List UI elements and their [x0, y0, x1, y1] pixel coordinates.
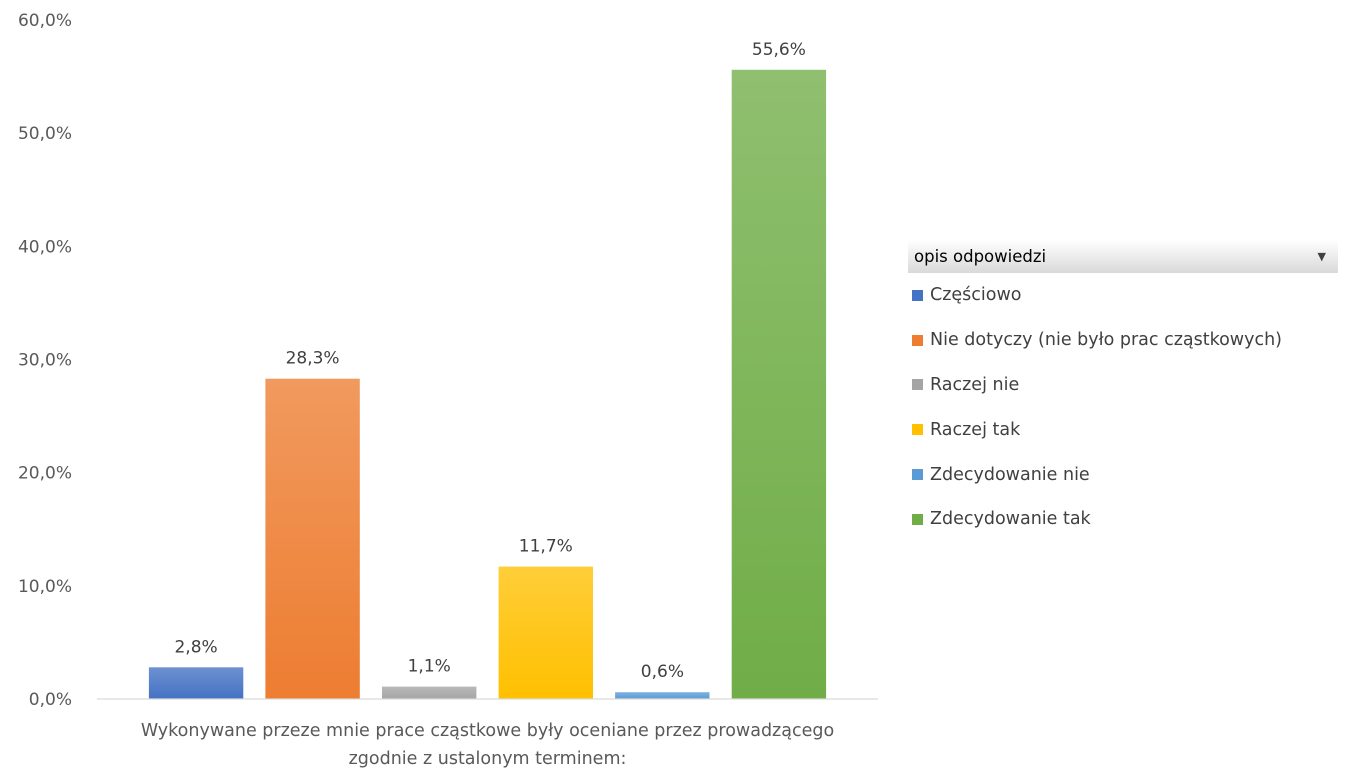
legend-swatch	[912, 424, 923, 436]
legend-label: Raczej tak	[930, 419, 1021, 440]
legend-swatch	[912, 469, 923, 481]
legend-swatch	[912, 289, 923, 301]
legend-label: Nie dotyczy (nie było prac cząstkowych)	[930, 330, 1283, 351]
y-tick-label: 10,0%	[18, 577, 72, 597]
data-label: 28,3%	[286, 349, 340, 369]
x-category-label: Wykonywane przeze mnie prace cząstkowe b…	[141, 721, 834, 741]
legend-title: opis odpowiedzi	[914, 247, 1047, 266]
legend-item[interactable]: Nie dotyczy (nie było prac cząstkowych)	[908, 318, 1338, 363]
bar-zdecydowanie-nie[interactable]	[615, 692, 710, 699]
legend-label: Częściowo	[930, 285, 1022, 306]
bar-nie-dotyczy-nie-było-prac-cząstkowych-[interactable]	[265, 378, 360, 699]
y-tick-label: 40,0%	[18, 237, 72, 257]
legend-item[interactable]: Częściowo	[908, 273, 1338, 318]
dropdown-arrow-icon[interactable]: ▼	[1317, 250, 1326, 263]
data-label: 55,6%	[752, 40, 806, 60]
legend-swatch	[912, 379, 923, 391]
data-label: 11,7%	[519, 537, 573, 557]
y-tick-label: 50,0%	[18, 124, 72, 144]
x-category-label: zgodnie z ustalonym terminem:	[349, 749, 627, 769]
legend-filter-header[interactable]: opis odpowiedzi ▼	[908, 240, 1338, 273]
bar-raczej-tak[interactable]	[498, 566, 593, 699]
y-tick-label: 0,0%	[29, 690, 72, 710]
legend-swatch	[912, 334, 923, 346]
data-label: 2,8%	[174, 637, 217, 657]
legend-item[interactable]: Zdecydowanie tak	[908, 497, 1338, 542]
y-tick-label: 60,0%	[18, 11, 72, 31]
legend-label: Raczej nie	[930, 374, 1020, 395]
legend-label: Zdecydowanie nie	[930, 464, 1090, 485]
bar-zdecydowanie-tak[interactable]	[731, 69, 827, 700]
legend-item[interactable]: Zdecydowanie nie	[908, 452, 1338, 497]
legend-item[interactable]: Raczej nie	[908, 363, 1338, 408]
legend-label: Zdecydowanie tak	[930, 509, 1091, 530]
data-label: 1,1%	[408, 657, 451, 677]
y-tick-label: 30,0%	[18, 351, 72, 371]
bar-raczej-nie[interactable]	[382, 686, 477, 699]
legend: opis odpowiedzi ▼ Częściowo Nie dotyczy (…	[908, 240, 1338, 542]
legend-item[interactable]: Raczej tak	[908, 407, 1338, 452]
data-label: 0,6%	[641, 662, 684, 682]
y-tick-label: 20,0%	[18, 464, 72, 484]
bar-częściowo[interactable]	[148, 667, 244, 699]
legend-swatch	[912, 513, 923, 525]
